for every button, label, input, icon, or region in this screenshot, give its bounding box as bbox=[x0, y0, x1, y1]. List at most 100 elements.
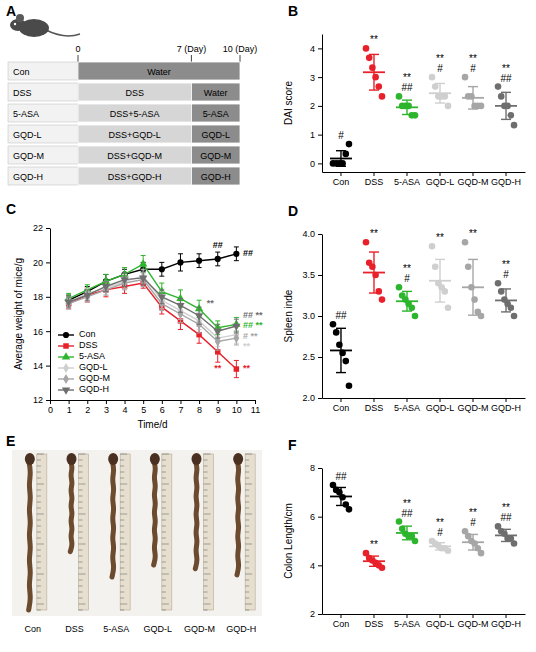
tick-label: GQD-L bbox=[426, 403, 455, 413]
tick: 6 bbox=[310, 512, 322, 522]
tick: GQD-H bbox=[491, 398, 521, 413]
phase-label: DSS+GQD-H bbox=[108, 172, 162, 182]
tick: 3 bbox=[104, 400, 109, 415]
data-point bbox=[478, 313, 485, 320]
data-point bbox=[445, 103, 452, 110]
data-point bbox=[342, 358, 349, 365]
phase-label: GQD-H bbox=[201, 172, 231, 182]
tick-mark bbox=[473, 172, 474, 176]
data-point bbox=[102, 284, 110, 291]
data-point bbox=[445, 547, 452, 554]
annotation: ** bbox=[243, 363, 251, 373]
legend-item: GQD-M bbox=[58, 373, 110, 384]
tick-mark bbox=[318, 517, 322, 518]
tick-mark bbox=[473, 614, 474, 618]
error-cap bbox=[159, 276, 164, 277]
tick-mark bbox=[143, 400, 144, 404]
panel-label: E bbox=[6, 433, 15, 449]
error-cap bbox=[501, 288, 511, 289]
row-cell bbox=[8, 62, 78, 80]
error-cap bbox=[103, 281, 108, 282]
tick-mark bbox=[440, 398, 441, 402]
error-cap bbox=[66, 296, 71, 297]
tick-label: GQD-M bbox=[458, 619, 489, 629]
phase-bar bbox=[78, 167, 191, 185]
phase-label: Water bbox=[204, 88, 228, 98]
mean-line bbox=[429, 92, 451, 94]
phase-bar bbox=[191, 104, 240, 122]
error-cap bbox=[234, 377, 239, 378]
error-cap bbox=[103, 291, 108, 292]
tick: 22 bbox=[33, 223, 50, 233]
tick-label: 2.0 bbox=[302, 393, 315, 403]
phase-bar bbox=[78, 83, 191, 101]
tick-label: 14 bbox=[33, 361, 43, 371]
data-point bbox=[379, 564, 386, 571]
error-cap bbox=[197, 253, 202, 254]
tick-label: 8 bbox=[310, 463, 315, 473]
error-cap bbox=[178, 312, 183, 313]
error-cap bbox=[159, 303, 164, 304]
tick: 8 bbox=[197, 400, 202, 415]
data-point bbox=[462, 74, 469, 81]
annotation: ** bbox=[243, 341, 251, 351]
legend: ConDSS5-ASAGQD-LGQD-MGQD-H bbox=[58, 329, 110, 394]
error-cap bbox=[369, 555, 379, 556]
timeline-tick bbox=[191, 55, 192, 62]
tick-mark bbox=[406, 172, 407, 176]
mouse-icon bbox=[10, 14, 80, 37]
legend-item: GQD-H bbox=[58, 384, 109, 394]
error-cap bbox=[369, 251, 379, 252]
tick: 12 bbox=[33, 395, 50, 405]
error-cap bbox=[369, 292, 379, 293]
tick: GQD-L bbox=[426, 398, 455, 413]
data-point bbox=[159, 266, 165, 272]
tick-mark bbox=[46, 366, 50, 367]
data-point bbox=[379, 296, 386, 303]
tick-label: 22 bbox=[33, 223, 43, 233]
row-cell bbox=[8, 146, 78, 164]
error-cap bbox=[141, 269, 146, 270]
significance-label: ## bbox=[500, 73, 512, 84]
data-point bbox=[139, 275, 147, 282]
error-cap bbox=[122, 286, 127, 287]
data-point bbox=[412, 112, 419, 119]
tick-mark bbox=[106, 400, 107, 404]
tick-mark bbox=[318, 234, 322, 235]
tick: 16 bbox=[33, 327, 50, 337]
data-point bbox=[471, 296, 478, 303]
tick-label: DSS bbox=[365, 177, 384, 187]
tick: DSS bbox=[365, 398, 384, 413]
data-point bbox=[158, 294, 166, 301]
panel-label: F bbox=[288, 437, 297, 453]
axis-line bbox=[322, 35, 323, 173]
data-point bbox=[429, 74, 436, 81]
cecum bbox=[192, 453, 202, 465]
tick: 2.0 bbox=[302, 393, 322, 403]
tick-label: 16 bbox=[33, 327, 43, 337]
error-cap bbox=[178, 253, 183, 254]
data-point bbox=[511, 313, 518, 320]
marks bbox=[330, 239, 518, 389]
tick: 2 bbox=[85, 400, 90, 415]
error-cap bbox=[215, 338, 220, 339]
y-axis: 121416182022 bbox=[33, 223, 51, 405]
error-cap bbox=[501, 529, 511, 530]
tick-label: Con bbox=[333, 619, 350, 629]
data-point bbox=[372, 74, 379, 81]
data-point bbox=[478, 103, 485, 110]
tick-label: 4 bbox=[310, 44, 315, 54]
annotation: ## ** bbox=[243, 320, 263, 330]
error-cap bbox=[66, 307, 71, 308]
legend-label: GQD-H bbox=[79, 384, 109, 394]
error-cap bbox=[234, 260, 239, 261]
data-point bbox=[478, 550, 485, 557]
error-cap bbox=[435, 259, 445, 260]
photo-label: Con bbox=[25, 624, 42, 634]
tick: 1 bbox=[310, 130, 322, 140]
mean-line bbox=[429, 280, 451, 282]
annotation: ** bbox=[214, 363, 222, 373]
colon bbox=[195, 460, 197, 569]
tick: Con bbox=[333, 398, 350, 413]
tick-mark bbox=[50, 400, 51, 404]
